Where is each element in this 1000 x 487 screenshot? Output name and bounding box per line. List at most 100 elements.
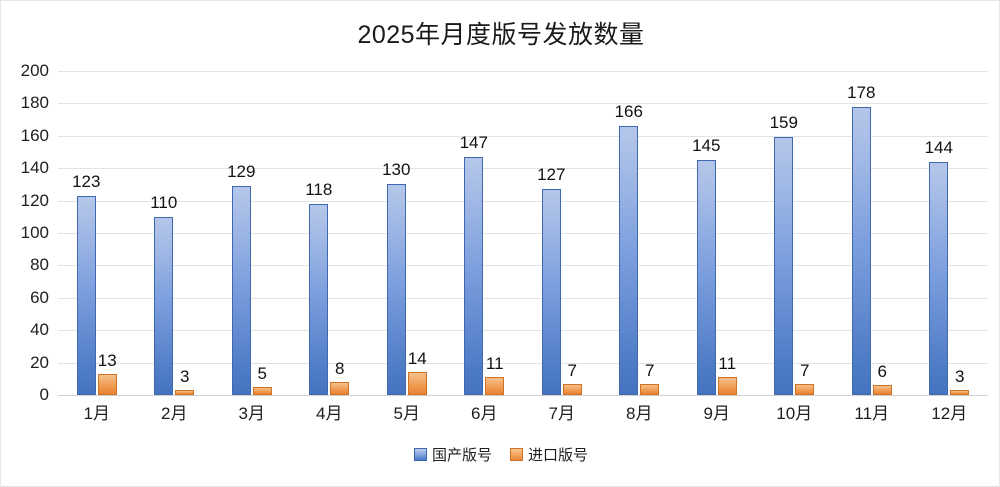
bar-value-label: 13 xyxy=(97,350,117,370)
x-axis-tick-label: 10月 xyxy=(776,404,813,423)
y-axis-tick-label: 60 xyxy=(30,287,49,307)
bar-domestic[interactable]: 130 xyxy=(382,160,410,395)
y-axis-tick-label: 120 xyxy=(20,190,49,210)
x-axis-tick-label: 9月 xyxy=(703,404,730,423)
y-axis-tick-label: 140 xyxy=(20,158,49,178)
gridline xyxy=(58,135,988,137)
bar-value-label: 118 xyxy=(305,179,333,199)
bar-group: 145 11 xyxy=(692,71,737,395)
bar-domestic[interactable]: 144 xyxy=(925,138,953,395)
bar-value-label: 130 xyxy=(382,160,411,180)
bar-group: 123 13 xyxy=(72,71,117,395)
bar-domestic[interactable]: 166 xyxy=(615,102,643,395)
x-axis-tick-label: 11月 xyxy=(854,404,890,423)
bar-value-label: 7 xyxy=(567,360,577,380)
bar-value-label: 11 xyxy=(485,354,504,374)
gridline xyxy=(58,330,988,332)
bar-import[interactable]: 3 xyxy=(175,367,195,395)
gridline xyxy=(58,71,988,72)
bar-value-label: 178 xyxy=(847,82,876,102)
bar-value-label: 129 xyxy=(227,162,256,182)
x-axis-tick-label: 6月 xyxy=(471,404,498,423)
bar-value-label: 3 xyxy=(180,367,190,387)
legend-item[interactable]: 进口版号 xyxy=(510,444,588,465)
y-axis-tick-label: 40 xyxy=(30,320,49,340)
bar-group: 166 7 xyxy=(615,71,660,395)
bar-value-label: 147 xyxy=(459,132,488,152)
bar-domestic[interactable]: 159 xyxy=(770,113,798,395)
bar-value-label: 11 xyxy=(718,354,737,374)
x-axis-tick-label: 5月 xyxy=(393,404,420,423)
bar-value-label: 159 xyxy=(769,113,798,133)
legend-label: 进口版号 xyxy=(528,447,589,464)
x-axis-tick-label: 8月 xyxy=(626,404,653,423)
gridline xyxy=(58,265,988,267)
gridline xyxy=(58,395,988,396)
bar-value-label: 14 xyxy=(407,349,427,369)
bar-value-label: 166 xyxy=(614,102,643,122)
bar-import[interactable]: 14 xyxy=(407,349,427,395)
bar-group: 118 8 xyxy=(305,71,350,395)
x-axis-tick-label: 3月 xyxy=(238,404,265,423)
y-axis-tick-label: 200 xyxy=(20,61,49,80)
bar-domestic[interactable]: 127 xyxy=(537,165,565,395)
bar-value-label: 3 xyxy=(955,367,965,387)
bar-domestic[interactable]: 123 xyxy=(72,172,100,395)
bar-domestic[interactable]: 178 xyxy=(847,83,875,395)
bar-group: 130 14 xyxy=(382,71,427,395)
y-axis-tick-label: 100 xyxy=(20,223,49,242)
x-axis: 1月 2月 3月 4月 5月 6月 7月 8月 9月 10月 11月 12月 xyxy=(58,399,988,429)
bar-value-label: 110 xyxy=(150,192,178,212)
chart-legend: 国产版号 进口版号 xyxy=(1,444,999,465)
bar-group: 144 3 xyxy=(925,71,970,395)
legend-swatch-icon xyxy=(413,448,427,461)
bar-domestic[interactable]: 118 xyxy=(305,180,332,395)
legend-item[interactable]: 国产版号 xyxy=(413,444,492,465)
x-axis-tick-label: 1月 xyxy=(83,404,110,423)
bar-group: 159 7 xyxy=(770,71,815,395)
bar-import[interactable]: 11 xyxy=(717,354,737,395)
bar-group: 110 3 xyxy=(150,71,195,395)
gridline xyxy=(58,103,988,105)
bar-import[interactable]: 7 xyxy=(640,361,660,395)
bar-group: 147 11 xyxy=(460,71,505,395)
bar-value-label: 8 xyxy=(335,359,345,379)
bar-import[interactable]: 7 xyxy=(795,361,815,395)
gridline xyxy=(58,168,988,170)
bar-import[interactable]: 13 xyxy=(97,351,117,395)
y-axis-tick-label: 20 xyxy=(30,352,49,372)
bar-group: 178 6 xyxy=(847,71,892,395)
bar-group: 127 7 xyxy=(537,71,582,395)
bar-import[interactable]: 7 xyxy=(562,361,582,395)
gridline xyxy=(58,297,988,299)
gridline xyxy=(58,362,988,364)
bar-value-label: 145 xyxy=(692,136,721,156)
chart-title: 2025年月度版号发放数量 xyxy=(357,21,645,49)
bar-import[interactable]: 8 xyxy=(330,359,350,395)
gridline xyxy=(58,233,988,234)
y-axis-tick-label: 180 xyxy=(20,93,49,113)
bar-import[interactable]: 5 xyxy=(252,364,272,395)
bar-value-label: 144 xyxy=(924,137,953,157)
bar-import[interactable]: 11 xyxy=(485,354,505,395)
y-axis: 0 20 40 60 80 100 120 140 160 180 200 xyxy=(1,61,49,404)
y-axis-tick-label: 80 xyxy=(30,255,49,275)
bar-value-label: 7 xyxy=(645,360,655,380)
bar-domestic[interactable]: 129 xyxy=(227,162,255,395)
bar-value-label: 5 xyxy=(257,363,267,383)
bar-import[interactable]: 6 xyxy=(872,362,892,395)
bar-domestic[interactable]: 145 xyxy=(692,136,720,395)
x-axis-tick-label: 2月 xyxy=(161,404,188,423)
bar-import[interactable]: 3 xyxy=(950,367,970,395)
x-axis-tick-label: 12月 xyxy=(931,404,968,423)
y-axis-tick-label: 0 xyxy=(39,385,49,404)
legend-swatch-icon xyxy=(510,448,523,461)
bar-value-label: 6 xyxy=(877,362,887,382)
bar-domestic[interactable]: 147 xyxy=(460,133,488,395)
y-axis-tick-label: 160 xyxy=(20,125,49,145)
bar-domestic[interactable]: 110 xyxy=(150,193,177,395)
bar-value-label: 123 xyxy=(72,171,101,191)
legend-label: 国产版号 xyxy=(431,447,492,464)
gridline xyxy=(58,200,988,202)
